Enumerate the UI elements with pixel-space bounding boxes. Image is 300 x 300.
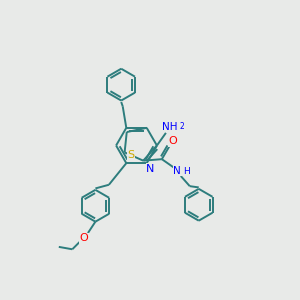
Text: O: O	[169, 136, 178, 146]
Text: N: N	[173, 166, 181, 176]
Text: S: S	[128, 150, 135, 160]
Text: O: O	[79, 233, 88, 244]
Text: N: N	[146, 164, 154, 174]
Text: H: H	[183, 167, 190, 176]
Text: 2: 2	[180, 122, 184, 131]
Text: NH: NH	[162, 122, 178, 132]
